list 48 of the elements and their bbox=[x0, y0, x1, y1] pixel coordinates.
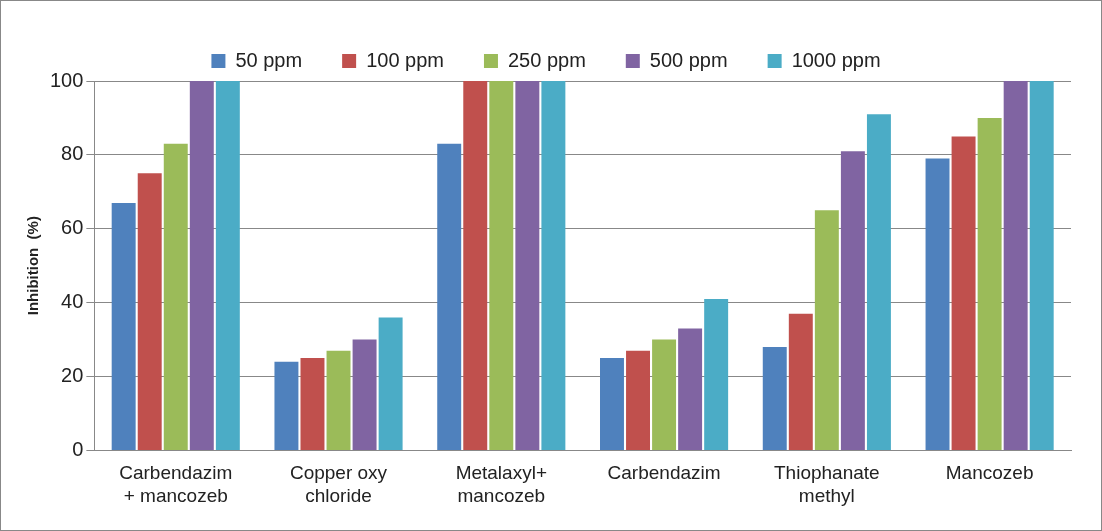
legend-label: 500 ppm bbox=[649, 48, 728, 71]
y-tick-label: 20 bbox=[61, 364, 84, 387]
bar bbox=[814, 210, 839, 450]
bar bbox=[600, 358, 624, 450]
bar bbox=[352, 339, 377, 450]
bar bbox=[704, 298, 729, 450]
bar bbox=[300, 358, 325, 450]
bar bbox=[111, 202, 136, 450]
bar bbox=[762, 346, 787, 450]
bar bbox=[788, 313, 813, 450]
x-tick-label: Carbendazim + mancozeb bbox=[119, 462, 233, 506]
bar bbox=[163, 143, 188, 450]
bar bbox=[678, 328, 703, 450]
bar bbox=[1003, 81, 1028, 450]
bar bbox=[515, 81, 540, 450]
y-tick-label: 0 bbox=[72, 437, 84, 460]
legend-label: 50 ppm bbox=[235, 48, 303, 71]
bar bbox=[215, 81, 240, 450]
bar bbox=[378, 317, 403, 450]
legend-label: 1000 ppm bbox=[791, 48, 881, 71]
x-tick-label: Thiophanate methyl bbox=[774, 462, 880, 506]
legend-label: 100 ppm bbox=[366, 48, 444, 71]
x-tick-label: Metalaxyl+ mancozeb bbox=[455, 462, 547, 506]
bar bbox=[626, 350, 651, 450]
bar bbox=[925, 158, 950, 450]
legend-label: 250 ppm bbox=[507, 48, 586, 71]
y-tick-label: 80 bbox=[61, 142, 84, 165]
bar bbox=[489, 81, 514, 450]
bar bbox=[977, 117, 1002, 450]
y-tick-label: 40 bbox=[61, 290, 84, 313]
y-axis-title: Inhibition (%) bbox=[24, 216, 42, 316]
bar bbox=[274, 361, 299, 450]
y-tick-label: 100 bbox=[49, 68, 84, 91]
bar bbox=[866, 114, 891, 450]
bar bbox=[652, 339, 677, 450]
x-tick-label: Carbendazim bbox=[607, 462, 721, 484]
bar bbox=[541, 81, 566, 450]
bar bbox=[437, 143, 462, 450]
x-tick-label: Copper oxy chloride bbox=[289, 462, 388, 506]
bar bbox=[326, 350, 351, 450]
bar bbox=[951, 136, 976, 450]
x-tick-label: Mancozeb bbox=[945, 462, 1034, 484]
bar bbox=[1029, 81, 1054, 450]
bar bbox=[463, 81, 488, 450]
bar bbox=[189, 81, 214, 450]
y-tick-label: 60 bbox=[61, 216, 84, 239]
bar bbox=[137, 173, 162, 450]
bar bbox=[840, 151, 865, 450]
